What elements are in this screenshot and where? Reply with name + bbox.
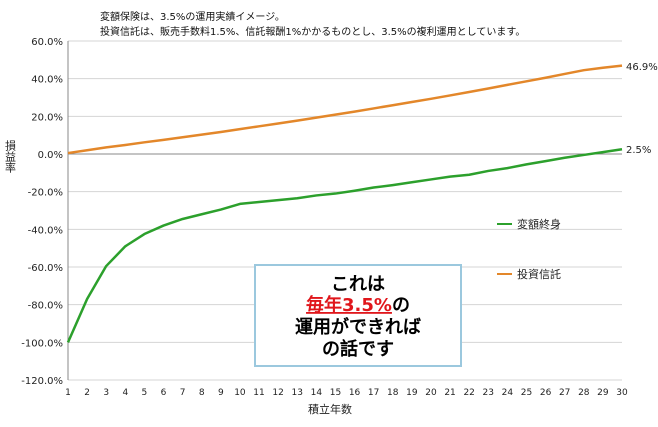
chart-note-1: 変額保険は、3.5%の運用実績イメージ。 — [100, 10, 285, 23]
end-label-investment-trust: 46.9% — [626, 62, 658, 73]
y-tick-label: -100.0% — [21, 338, 63, 349]
y-tick-labels: -120.0% -100.0% -80.0% -60.0% -40.0% -20.0% 0.… — [21, 37, 63, 387]
legend-label-investment-trust: 投資信託 — [517, 267, 561, 281]
x-tick-label: 15 — [330, 388, 341, 398]
series-lines — [66, 64, 623, 343]
x-tick-label: 23 — [483, 388, 494, 398]
x-tick-label: 2 — [84, 388, 90, 398]
x-tick-label: 21 — [444, 388, 455, 398]
callout-line-4: の話です — [322, 338, 394, 360]
callout-line-1: これは — [331, 274, 385, 295]
x-tick-label: 27 — [559, 388, 570, 398]
x-tick-label: 22 — [463, 388, 474, 398]
x-tick-label: 10 — [234, 388, 246, 398]
x-tick-label: 17 — [368, 388, 379, 398]
y-tick-label: -120.0% — [21, 376, 63, 387]
x-tick-label: 14 — [311, 388, 323, 398]
legend-label-variable-life: 変額終身 — [517, 217, 561, 231]
x-tick-label: 5 — [142, 388, 148, 398]
x-tick-labels: 1 2 3 4 5 6 7 8 9 10 11 12 13 14 15 16 17 18 19 20 21 22 23 24 2… — [65, 388, 628, 398]
x-tick-label: 8 — [199, 388, 205, 398]
series-line-investment-trust — [67, 64, 623, 155]
y-tick-label: 0.0% — [38, 150, 63, 161]
x-tick-label: 18 — [387, 388, 399, 398]
callout-line-2: 毎年3.5%の — [306, 294, 410, 316]
y-tick-label: 20.0% — [31, 112, 63, 123]
callout-line-3: 運用ができれば — [295, 316, 421, 338]
x-tick-label: 11 — [253, 388, 264, 398]
y-tick-label: -20.0% — [28, 188, 63, 199]
y-tick-label: 60.0% — [31, 37, 63, 48]
callout-line-2-rest: の — [392, 295, 410, 316]
x-tick-label: 3 — [103, 388, 109, 398]
x-tick-label: 12 — [272, 388, 283, 398]
x-tick-label: 20 — [425, 388, 437, 398]
x-tick-label: 4 — [122, 388, 128, 398]
x-tick-label: 28 — [578, 388, 590, 398]
x-tick-label: 19 — [406, 388, 418, 398]
x-tick-label: 7 — [180, 388, 186, 398]
callout-highlight: 毎年3.5% — [306, 294, 392, 316]
y-tick-label: -80.0% — [28, 301, 63, 312]
x-tick-label: 30 — [616, 388, 628, 398]
x-tick-label: 25 — [521, 388, 532, 398]
x-axis-title: 積立年数 — [308, 402, 352, 416]
y-axis-title: 損益率 — [4, 139, 17, 174]
x-tick-label: 6 — [161, 388, 167, 398]
x-tick-label: 29 — [597, 388, 609, 398]
y-tick-label: -40.0% — [28, 225, 63, 236]
legend: 変額終身 投資信託 — [497, 217, 561, 281]
y-tick-label: 40.0% — [31, 75, 63, 86]
chart-note-2: 投資信託は、販売手数料1.5%、信託報酬1%かかるものとし、3.5%の複利運用と… — [100, 25, 525, 38]
x-tick-label: 26 — [540, 388, 552, 398]
y-tick-label: -60.0% — [28, 263, 63, 274]
series-line-variable-life — [66, 148, 623, 343]
x-tick-label: 9 — [218, 388, 224, 398]
x-tick-label: 16 — [349, 388, 361, 398]
x-tick-label: 13 — [292, 388, 303, 398]
x-tick-label: 24 — [502, 388, 514, 398]
x-tick-label: 1 — [65, 388, 71, 398]
end-label-variable-life: 2.5% — [626, 145, 651, 156]
callout-box: これは 毎年3.5%の 運用ができれば の話です — [254, 264, 462, 367]
